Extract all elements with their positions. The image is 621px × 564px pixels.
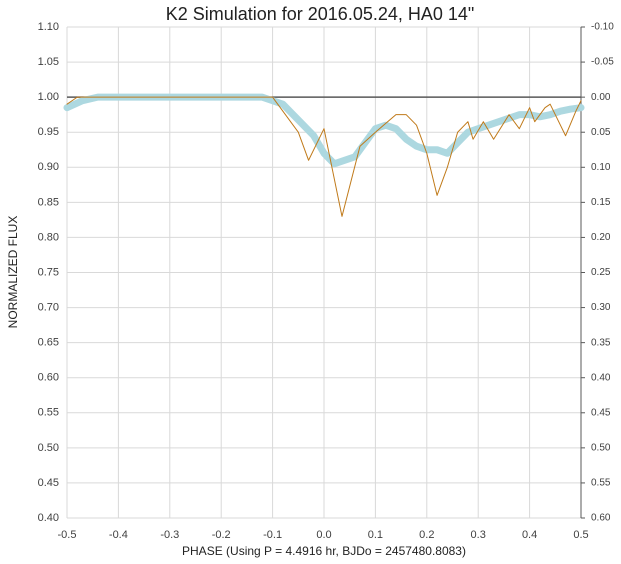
y-tick-label: 0.90 [38, 161, 59, 173]
y-tick-label: 0.80 [38, 231, 59, 243]
y-axis-title: NORMALIZED FLUX [6, 216, 20, 329]
x-tick-label: 0.2 [419, 529, 434, 541]
y-tick-label: 0.85 [38, 196, 59, 208]
y-tick-label: 0.95 [38, 126, 59, 138]
y2-tick-label: 0.50 [591, 442, 611, 453]
x-tick-label: 0.0 [316, 529, 331, 541]
chart-title: K2 Simulation for 2016.05.24, HA0 14" [166, 4, 475, 24]
y2-tick-label: 0.60 [591, 513, 611, 524]
y2-tick-label: 0.05 [591, 127, 611, 138]
y2-tick-label: 0.35 [591, 337, 611, 348]
y2-tick-label: 0.20 [591, 232, 611, 243]
y-tick-label: 0.70 [38, 301, 59, 313]
y2-tick-label: 0.45 [591, 407, 611, 418]
series-line [66, 96, 582, 217]
y-tick-label: 0.65 [38, 337, 59, 349]
y-tick-label: 0.40 [38, 512, 59, 524]
y-tick-label: 1.00 [38, 91, 59, 103]
y2-tick-label: 0.30 [591, 302, 611, 313]
y2-tick-label: 0.00 [591, 92, 611, 103]
x-tick-label: 0.3 [471, 529, 486, 541]
x-tick-label: -0.5 [58, 529, 77, 541]
y2-tick-label: 0.25 [591, 267, 611, 278]
x-tick-label: -0.4 [109, 529, 128, 541]
y-tick-label: 0.50 [38, 442, 59, 454]
y2-tick-label: 0.55 [591, 478, 611, 489]
x-tick-label: 0.4 [522, 529, 537, 541]
x-tick-label: -0.3 [160, 529, 179, 541]
x-tick-label: -0.1 [263, 529, 282, 541]
x-axis-title: PHASE (Using P = 4.4916 hr, BJDo = 24574… [182, 544, 466, 558]
y-tick-label: 0.75 [38, 266, 59, 278]
y2-tick-label: 0.40 [591, 372, 611, 383]
y2-tick-label: -0.05 [591, 57, 614, 68]
y-tick-label: 0.55 [38, 407, 59, 419]
y-tick-label: 0.45 [38, 477, 59, 489]
y2-tick-label: 0.15 [591, 197, 611, 208]
y2-tick-label: 0.10 [591, 162, 611, 173]
x-tick-label: 0.1 [368, 529, 383, 541]
x-tick-label: -0.2 [212, 529, 231, 541]
series-line [63, 93, 585, 168]
x-tick-label: 0.5 [573, 529, 588, 541]
y-tick-label: 0.60 [38, 372, 59, 384]
y2-tick-label: -0.10 [591, 22, 614, 33]
y-tick-label: 1.05 [38, 56, 59, 68]
y-tick-label: 1.10 [38, 21, 59, 33]
